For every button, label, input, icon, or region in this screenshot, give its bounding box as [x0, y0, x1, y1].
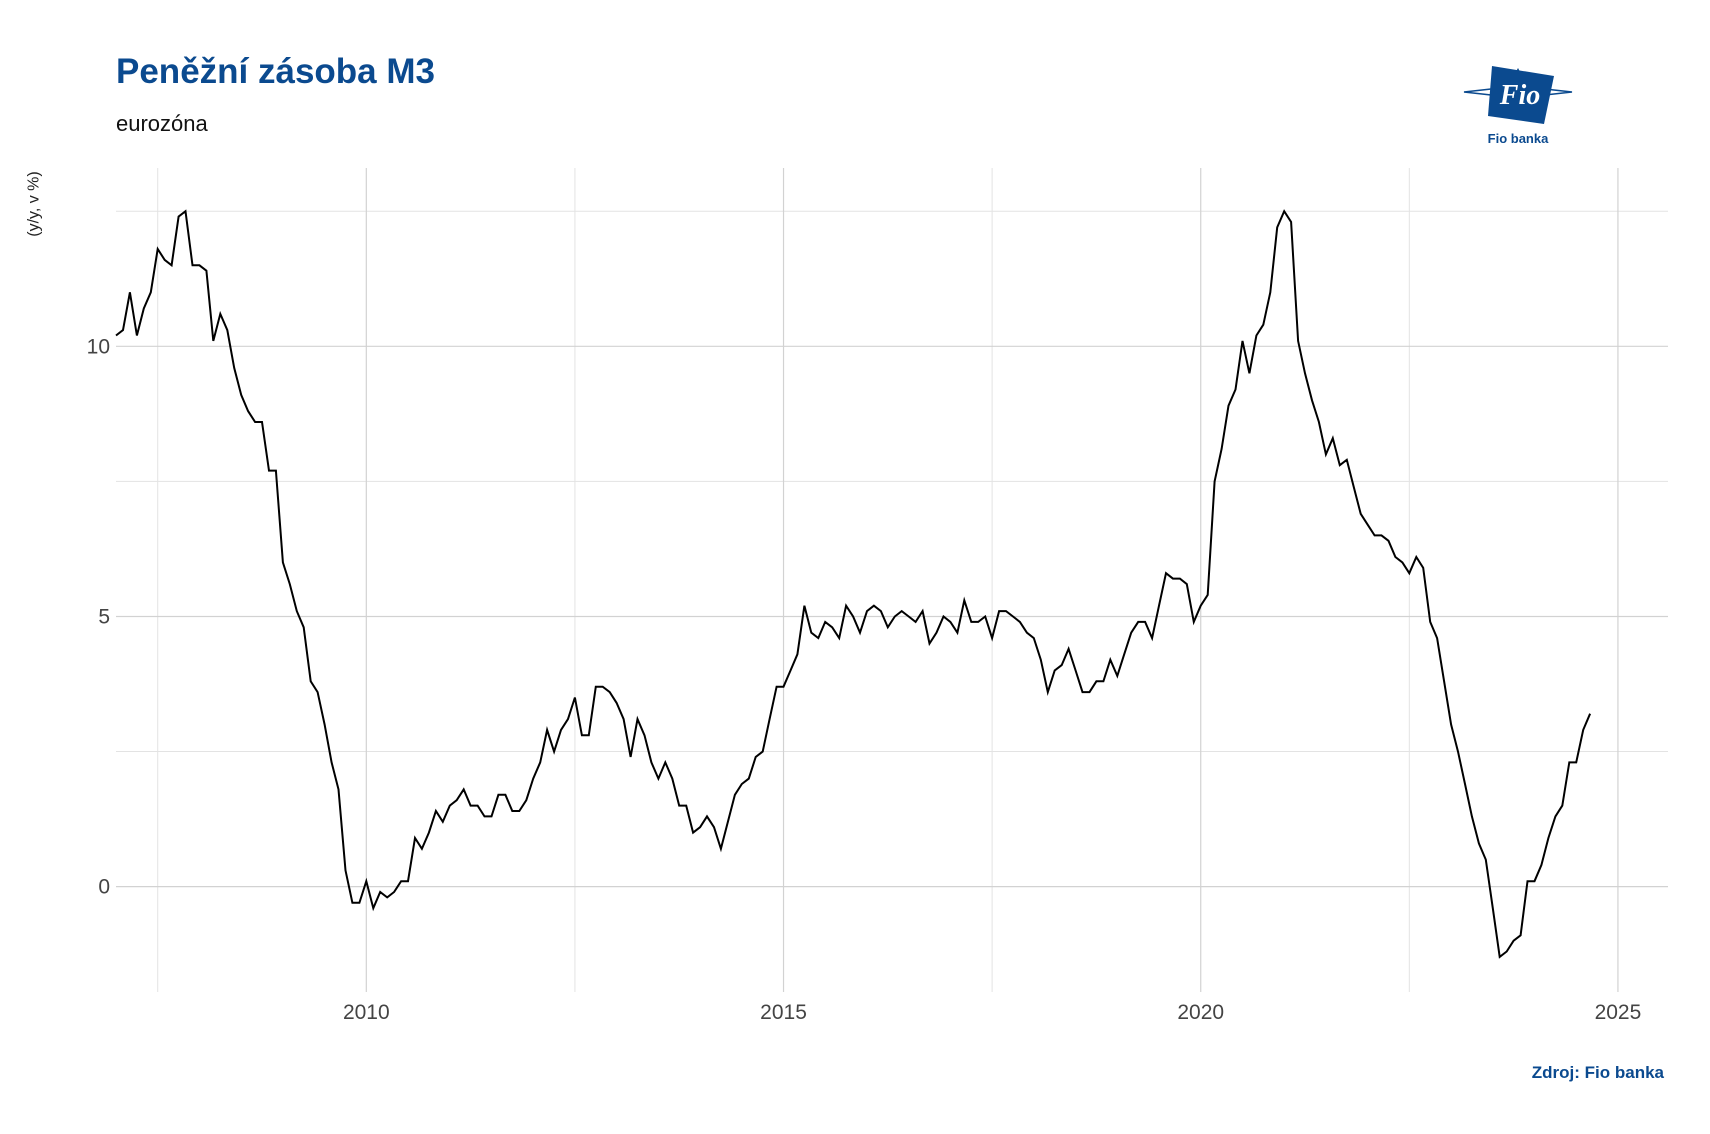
m3-growth-line [115, 209, 1592, 959]
chart-title: Peněžní zásoba M3 [116, 52, 435, 91]
x-tick-label: 2020 [1177, 1001, 1224, 1024]
chart-subtitle: eurozóna [116, 111, 208, 136]
x-tick-label: 2015 [760, 1001, 807, 1024]
source-note: Zdroj: Fio banka [1531, 1063, 1664, 1082]
fio-banka-logo: Fio Fio banka [1462, 64, 1574, 154]
y-tick-label: 10 [87, 335, 110, 358]
grid-major [116, 168, 1668, 992]
axis-ticks: 2010 2015 2020 2025 0 5 10 [87, 335, 1642, 1024]
x-tick-label: 2010 [343, 1001, 390, 1024]
fio-logo-mark: Fio [1463, 66, 1573, 124]
fio-logo-mark-text: Fio [1499, 80, 1540, 111]
y-tick-label: 0 [98, 876, 110, 899]
y-tick-label: 5 [98, 605, 110, 628]
grid-minor [116, 168, 1668, 992]
x-tick-label: 2025 [1595, 1001, 1642, 1024]
fio-logo-caption: Fio banka [1487, 131, 1549, 146]
